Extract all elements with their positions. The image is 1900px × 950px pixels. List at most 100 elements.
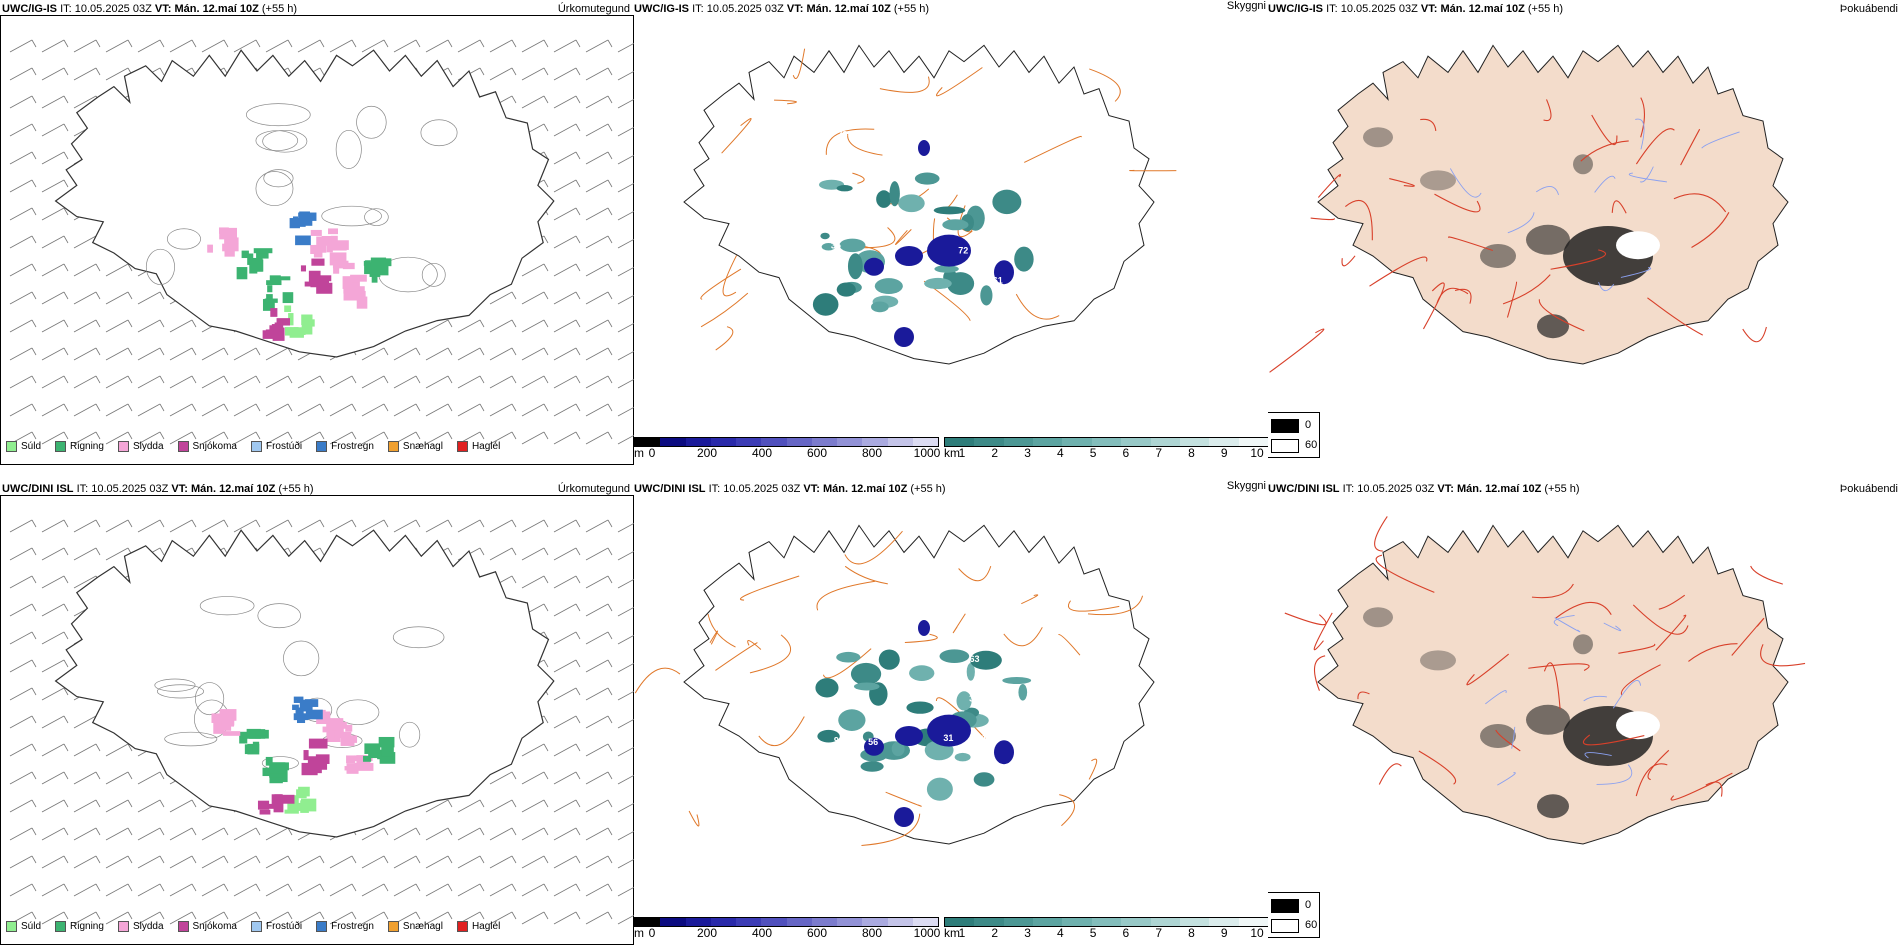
wind-barb-icon bbox=[73, 743, 101, 757]
wind-barb-icon bbox=[41, 431, 69, 445]
lead-time: (+55 h) bbox=[278, 483, 314, 495]
wind-barb-icon bbox=[233, 431, 261, 445]
precip-type-title: Úrkomutegund bbox=[557, 483, 630, 495]
wind-barb-icon bbox=[41, 151, 69, 165]
vt-label: VT: bbox=[1437, 483, 1454, 495]
wind-barb-icon bbox=[105, 911, 133, 925]
wind-barb-icon bbox=[585, 179, 613, 193]
precip-cell bbox=[300, 800, 309, 813]
precip-cell bbox=[270, 308, 278, 317]
precip-cell bbox=[305, 709, 323, 720]
cloud-base-value: 54 bbox=[896, 135, 906, 145]
visibility-cell bbox=[847, 253, 863, 280]
wind-barb-icon bbox=[265, 375, 293, 389]
river-line bbox=[1511, 726, 1516, 749]
wind-barb-icon bbox=[617, 550, 634, 561]
legend-swatch bbox=[177, 441, 189, 452]
fog-index-title: Þokuábendi bbox=[1839, 3, 1898, 15]
fog-index-title: Þokuábendi bbox=[1839, 483, 1898, 495]
wind-barb-icon bbox=[553, 207, 581, 221]
fog-cell bbox=[1537, 794, 1569, 819]
precip-cell bbox=[267, 285, 273, 293]
visibility-cell bbox=[817, 729, 840, 743]
legend-label: Slydda bbox=[132, 441, 164, 452]
road-line bbox=[1422, 282, 1445, 330]
cloud-base-value: 200 bbox=[1020, 149, 1035, 159]
legend-swatch bbox=[316, 441, 328, 452]
vt-value: Mán. 12.maí 10Z bbox=[1456, 483, 1542, 495]
wind-barb-icon bbox=[41, 179, 69, 193]
visibility-colorbar: km 1 2 3 4 5 6 7 8 9 10 bbox=[944, 917, 1268, 943]
wind-barb-icon bbox=[489, 855, 517, 869]
river-line bbox=[1584, 752, 1612, 759]
road-line bbox=[688, 810, 700, 827]
road-line bbox=[1269, 328, 1325, 373]
wind-barb-icon bbox=[553, 151, 581, 165]
precip-cell bbox=[276, 318, 290, 326]
wind-barb-icon bbox=[41, 799, 69, 813]
it-label: IT: bbox=[76, 483, 89, 495]
road-line bbox=[1357, 691, 1370, 700]
terrain-contour bbox=[364, 208, 389, 226]
road-line bbox=[1750, 565, 1783, 585]
visibility-cell bbox=[980, 285, 993, 306]
precip-cell bbox=[222, 243, 239, 252]
road-line bbox=[758, 716, 805, 747]
river-line bbox=[1583, 695, 1607, 702]
it-label: IT: bbox=[708, 483, 721, 495]
model-name: UWC/DINI ISL bbox=[2, 483, 74, 495]
wind-barb-icon bbox=[73, 319, 101, 333]
model-name: UWC/IG-IS bbox=[2, 3, 57, 15]
precip-cell bbox=[224, 246, 235, 257]
precip-cell bbox=[354, 763, 374, 771]
road-line bbox=[1760, 644, 1806, 667]
road-line bbox=[958, 565, 992, 582]
visibility-cell bbox=[992, 189, 1022, 215]
cloud-base-value: 93 bbox=[834, 736, 844, 746]
colorbar-tick-label: 1 bbox=[958, 926, 966, 940]
river-line bbox=[1449, 168, 1482, 198]
wind-barb-icon bbox=[553, 799, 581, 813]
precip-type-title: Úrkomutegund bbox=[557, 3, 630, 15]
road-line bbox=[1506, 281, 1518, 318]
road-line bbox=[1310, 217, 1335, 221]
lead-time: (+55 h) bbox=[1527, 3, 1564, 15]
colorbar-tick-label: 400 bbox=[751, 446, 773, 460]
colorbar-tick-label: 1000 bbox=[913, 926, 941, 940]
visibility-cell bbox=[906, 701, 934, 714]
wind-barb-icon bbox=[393, 855, 421, 869]
precip-cell bbox=[269, 275, 281, 283]
river-line bbox=[1620, 267, 1652, 278]
precip-cell bbox=[301, 321, 313, 335]
road-line bbox=[1374, 516, 1388, 552]
precip-cell bbox=[331, 719, 338, 731]
river-line bbox=[1594, 175, 1616, 193]
precip-cell bbox=[381, 746, 394, 757]
road-line bbox=[774, 99, 797, 105]
river-line bbox=[1596, 764, 1633, 785]
cloud-base-value: 102 bbox=[1016, 623, 1031, 633]
precip-type-map bbox=[9, 39, 634, 445]
wind-barb-icon bbox=[585, 235, 613, 249]
legend-item: Rigning bbox=[55, 441, 104, 452]
road-line bbox=[935, 697, 986, 739]
legend-swatch bbox=[250, 441, 262, 452]
precip-cell bbox=[310, 280, 329, 288]
cloud-base-value: 58 bbox=[860, 164, 870, 174]
wind-barb-icon bbox=[585, 291, 613, 305]
wind-barb-icon bbox=[361, 883, 389, 897]
road-line bbox=[1284, 612, 1327, 626]
road-line bbox=[1531, 583, 1574, 599]
wind-barb-icon bbox=[329, 519, 357, 533]
precip-cell bbox=[262, 330, 281, 339]
precip-cell bbox=[341, 735, 358, 743]
cloud-base-cell bbox=[927, 234, 971, 267]
wind-barb-icon bbox=[169, 347, 197, 361]
precip-cell bbox=[310, 229, 322, 236]
wind-barb-icon bbox=[41, 319, 69, 333]
precip-cell bbox=[247, 253, 254, 265]
cloud-base-cell bbox=[918, 140, 930, 156]
precip-cell bbox=[239, 731, 248, 744]
visibility-cell bbox=[1002, 676, 1032, 685]
wind-barb-icon bbox=[489, 67, 517, 81]
